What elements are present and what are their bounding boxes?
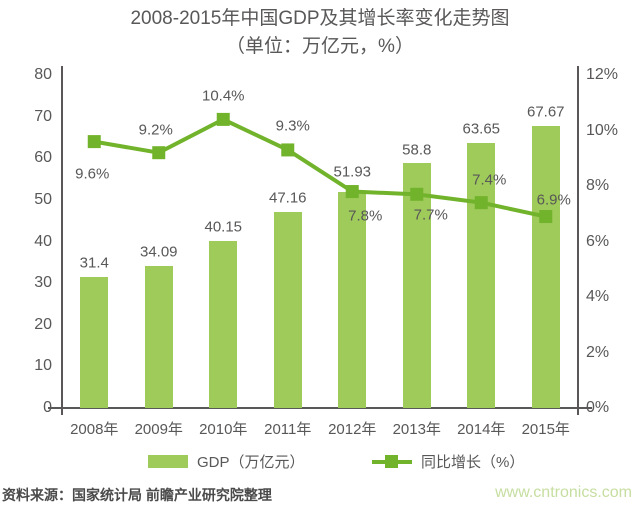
plot-area: 0 10 20 30 40 50 60 70 80 0% 2% 4% 6% 8% 10% 12% 2008年 20… [34,66,619,438]
gdp-bar-swatch-icon [148,454,188,468]
y-axis-left-tick-label: 40 [34,232,52,250]
y-axis-left-tick-label: 10 [34,357,52,375]
gdp-value-label: 63.65 [462,120,501,138]
chart-title: 2008-2015年中国GDP及其增长率变化走势图 [130,8,510,29]
data-source-note: 资料来源：国家统计局 前瞻产业研究院整理 [2,487,272,503]
x-axis-category-label: 2008年 [70,421,119,438]
y-axis-right-tick-label: 6% [586,232,610,250]
gdp-bar [144,266,173,408]
growth-value-label: 9.6% [75,165,110,183]
y-axis-right-line [577,66,579,415]
y-axis-right-tick-label: 0% [586,399,610,416]
growth-line-swatch-icon [372,454,412,468]
legend-label-gdp: GDP（万亿元） [197,453,305,471]
x-axis-category-label: 2013年 [392,421,441,438]
x-axis-line [48,407,592,409]
legend-item-gdp: GDP（万亿元） [148,449,305,473]
footer: 资料来源：国家统计局 前瞻产业研究院整理 www.cntronics.com [0,482,640,505]
gdp-value-label: 58.8 [402,141,432,159]
y-axis-left-tick-label: 70 [34,107,52,125]
x-axis-category-label: 2015年 [521,421,570,438]
growth-point-marker [152,146,166,160]
gdp-value-label: 51.93 [333,163,372,181]
y-axis-right-tick-label: 8% [586,177,610,194]
y-axis-left-tick-label: 50 [34,190,52,208]
y-axis-right-tick-label: 4% [586,288,610,305]
x-axis-category-label: 2012年 [328,421,377,438]
legend-label-growth: 同比增长（%） [421,453,525,471]
growth-point-marker [216,112,230,126]
x-axis-category-label: 2010年 [199,421,248,438]
chart-subtitle: （单位：万亿元，%） [226,36,414,57]
y-axis-left-line [61,66,63,415]
y-axis-left-tick-label: 20 [34,315,52,333]
gdp-bar [209,240,238,408]
growth-value-label: 6.9% [536,191,571,209]
gdp-value-label: 40.15 [204,218,243,236]
growth-value-label: 7.4% [472,171,507,189]
growth-value-label: 7.7% [413,206,448,224]
x-axis-category-label: 2014年 [457,421,506,438]
y-axis-right-tick-label: 12% [586,66,619,83]
growth-value-label: 9.2% [138,121,173,139]
growth-point-marker [87,135,101,149]
y-axis-right-tick-label: 2% [586,343,610,361]
gdp-bar [273,211,302,408]
gdp-value-label: 47.16 [268,189,307,207]
y-axis-left-tick-label: 60 [34,149,52,167]
growth-value-label: 9.3% [275,117,310,135]
watermark: www.cntronics.com [495,484,632,501]
x-axis-category-label: 2011年 [264,421,312,438]
legend: GDP（万亿元） 同比增长（%） [0,449,640,473]
growth-value-label: 10.4% [201,87,245,105]
growth-point-marker [281,143,295,157]
gdp-bar [338,191,367,408]
y-axis-left-tick-label: 0 [43,399,52,416]
legend-item-growth: 同比增长（%） [372,449,524,473]
y-axis-left-tick-label: 30 [34,274,52,292]
growth-value-label: 7.8% [348,207,383,225]
chart-title-block: 2008-2015年中国GDP及其增长率变化走势图 （单位：万亿元，%） [0,5,640,61]
gdp-bar [80,277,109,408]
gdp-value-label: 34.09 [139,243,178,261]
x-axis-category-label: 2009年 [134,421,183,438]
y-axis-left-tick-label: 80 [34,66,52,83]
gdp-bar [402,163,431,408]
gdp-value-label: 31.4 [79,254,109,272]
y-axis-right-tick-label: 10% [586,121,619,139]
gdp-bar [531,126,560,408]
gdp-value-label: 67.67 [526,103,565,121]
